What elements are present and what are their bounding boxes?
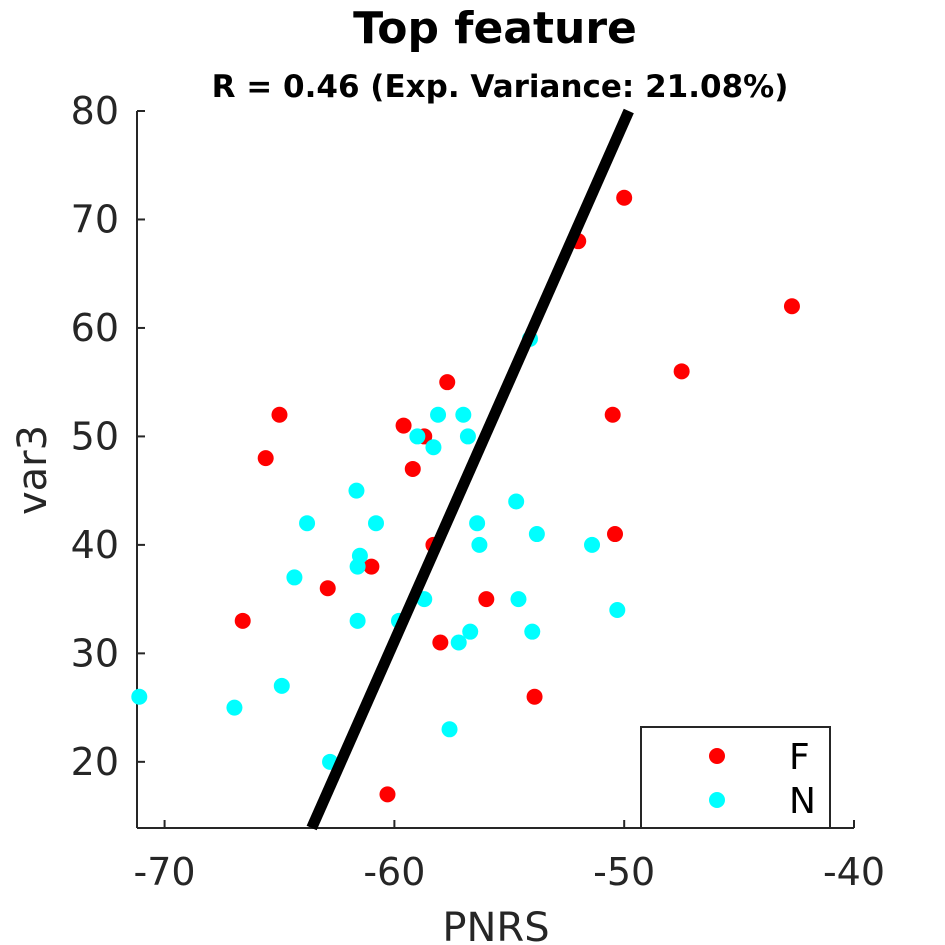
chart-title: Top feature [353, 3, 637, 54]
point [584, 536, 601, 553]
point [510, 591, 527, 608]
point [409, 428, 426, 445]
y-tick-label: 50 [71, 414, 119, 458]
point [286, 569, 303, 586]
point [349, 558, 366, 575]
point [439, 374, 456, 391]
point [368, 515, 384, 532]
point [349, 612, 366, 629]
point [471, 536, 488, 553]
point [673, 363, 690, 380]
point [379, 786, 396, 803]
legend-label: N [789, 781, 816, 822]
point [478, 591, 495, 608]
point [459, 428, 476, 445]
legend-box [640, 726, 831, 829]
legend-marker [709, 792, 725, 808]
point [430, 406, 447, 423]
y-axis-label: var3 [10, 425, 56, 515]
point [783, 298, 800, 315]
point [425, 439, 442, 456]
x-tick-label: -70 [134, 850, 196, 894]
point [226, 699, 243, 716]
point [348, 482, 365, 499]
x-tick-label: -50 [593, 850, 655, 894]
y-tick-label: 80 [71, 89, 119, 133]
point [441, 721, 458, 738]
point [131, 688, 148, 705]
y-tick-label: 40 [71, 523, 119, 567]
point [469, 515, 486, 532]
point [604, 406, 621, 423]
legend-label: F [789, 737, 810, 778]
chart-subtitle: R = 0.46 (Exp. Variance: 21.08%) [212, 69, 789, 105]
point [432, 634, 449, 651]
point [528, 526, 545, 543]
point [455, 406, 472, 423]
point [450, 634, 467, 651]
point [616, 189, 633, 206]
point [462, 623, 479, 640]
point [524, 623, 541, 640]
y-tick-label: 20 [71, 740, 119, 784]
point [299, 515, 316, 532]
x-tick-label: -40 [823, 850, 885, 894]
y-tick-label: 70 [71, 197, 119, 241]
point [363, 558, 380, 575]
point [273, 677, 290, 694]
point [257, 450, 274, 467]
x-tick-label: -60 [363, 850, 425, 894]
fit-line [306, 108, 634, 831]
y-tick-label: 30 [71, 631, 119, 675]
point [526, 688, 543, 705]
legend-marker [709, 748, 725, 764]
point [395, 417, 412, 434]
x-axis-label: PNRS [442, 905, 549, 945]
point [319, 580, 336, 597]
point [271, 406, 288, 423]
point [607, 526, 623, 543]
point [234, 612, 251, 629]
point [508, 493, 525, 510]
y-tick-label: 60 [71, 306, 119, 350]
point [609, 601, 626, 618]
point [404, 460, 421, 477]
